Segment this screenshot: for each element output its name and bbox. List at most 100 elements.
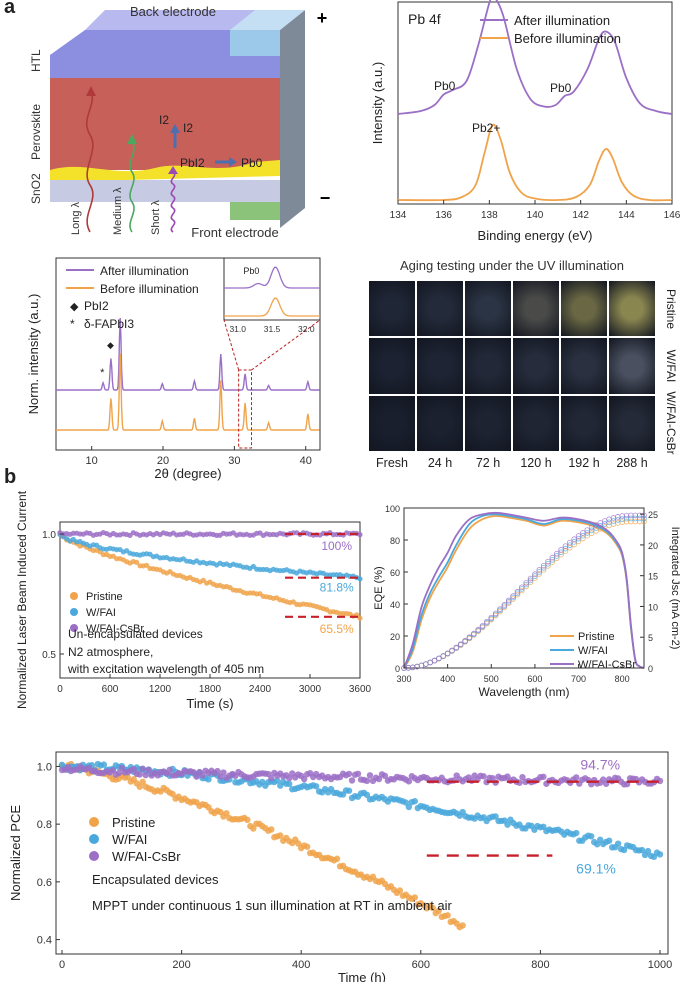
eqe-y2tick-label: 10 <box>648 602 658 612</box>
mppt-point <box>333 855 341 862</box>
lbic-xtick-label: 1800 <box>199 684 222 695</box>
eqe-ytick-label: 40 <box>390 600 400 610</box>
xps-series-line <box>397 123 673 202</box>
lbic-ylabel: Normalized Laser Beam Induced Current <box>15 490 29 709</box>
mppt-legend-label: W/FAI <box>112 832 147 847</box>
eqe-jsc-point <box>632 518 639 525</box>
eqe-jsc-point <box>580 532 586 539</box>
aging-col-label: 72 h <box>475 456 501 470</box>
mppt-note-2: MPPT under continuous 1 sun illumination… <box>92 898 453 913</box>
mppt-point <box>244 816 251 824</box>
eqe-jsc-point <box>501 602 508 608</box>
xrd-ylabel: Norm. intensity (a.u.) <box>26 294 41 415</box>
mppt-point <box>286 780 293 788</box>
eqe-jsc-point <box>632 515 639 522</box>
eqe-y2label: Integrated Jsc (mA cm-2) <box>669 527 681 650</box>
eqe-xlabel: Wavelength (nm) <box>479 685 570 699</box>
aging-photo-cell <box>369 281 415 337</box>
xrd-pbi2-legend: PbI2 <box>84 299 109 313</box>
mppt-point <box>492 813 499 820</box>
eqe-series-line <box>403 511 645 669</box>
eqe-jsc-point <box>514 588 521 595</box>
pbi2-label: PbI2 <box>180 156 205 170</box>
long-wavelength-light <box>85 91 94 233</box>
arrow-head <box>229 157 237 167</box>
eqe-jsc-point <box>475 626 481 633</box>
aging-photo-cell <box>513 395 559 451</box>
lbic-point <box>357 615 363 621</box>
lbic-point <box>357 532 363 538</box>
mppt-point <box>199 772 206 779</box>
xps-legend-label: After illumination <box>514 13 610 28</box>
eqe-jsc-point <box>580 530 586 536</box>
xrd-xtick-label: 10 <box>86 455 98 467</box>
mppt-ytick-label: 1.0 <box>37 761 52 773</box>
xps-xtick-label: 142 <box>572 210 589 221</box>
eqe-xtick-label: 300 <box>396 674 411 684</box>
xps-pb2-label: Pb2+ <box>472 121 500 135</box>
eqe-jsc-point <box>615 514 621 520</box>
eqe-ylabel: EQE (%) <box>373 566 385 609</box>
eqe-xtick-label: 600 <box>527 674 542 684</box>
mppt-point <box>274 777 281 784</box>
mppt-xtick-label: 1000 <box>648 959 672 971</box>
mppt-legend-label: W/FAI-CsBr <box>112 849 181 864</box>
aging-col-label: 120 h <box>520 456 552 470</box>
aging-photo-cell <box>609 281 655 337</box>
xps-title: Pb 4f <box>408 11 441 27</box>
lbic-legend-label: W/FAI <box>86 607 116 619</box>
eqe-jsc-point <box>623 518 630 525</box>
aging-col-label: 288 h <box>616 456 648 470</box>
mppt-point <box>139 765 146 772</box>
aging-photo-cell <box>561 338 607 394</box>
eqe-jsc-point <box>584 530 591 536</box>
eqe-jsc-point <box>632 512 639 519</box>
eqe-jsc-point <box>466 634 473 641</box>
front-electrode <box>230 202 280 220</box>
aging-title: Aging testing under the UV illumination <box>399 258 625 273</box>
eqe-jsc-point <box>553 550 560 557</box>
xps-chart: 134 136 138 140 142 144 146 Binding energy (eV)… <box>370 0 681 243</box>
aging-col-labels: Fresh 24 h 72 h 120 h 192 h 288 h <box>368 456 656 472</box>
mppt-point <box>115 769 123 777</box>
lbic-xtick-label: 1200 <box>149 684 172 695</box>
eqe-jsc-point <box>471 630 477 637</box>
mppt-point <box>166 766 173 774</box>
eqe-jsc-point <box>444 650 451 657</box>
htl-layer <box>50 30 280 78</box>
eqe-jsc-point <box>580 535 586 542</box>
xrd-inset-line <box>224 297 320 317</box>
mppt-point <box>444 912 451 919</box>
eqe-jsc-point <box>623 515 630 522</box>
lbic-annotation: 81.8% <box>320 581 354 595</box>
eqe-jsc-point <box>488 614 495 621</box>
eqe-y2tick-label: 15 <box>648 572 658 582</box>
aging-photo-cell <box>561 395 607 451</box>
xrd-xlabel: 2θ (degree) <box>154 466 221 481</box>
mppt-point <box>638 846 646 854</box>
xrd-dfapbi3-legend: δ-FAPbI3 <box>84 317 134 331</box>
eqe-jsc-point <box>636 518 643 525</box>
mppt-point <box>214 767 221 775</box>
back-electrode <box>230 30 280 56</box>
eqe-y2tick-label: 25 <box>648 510 658 520</box>
mppt-point <box>504 821 511 828</box>
eqe-jsc-point <box>567 539 573 546</box>
lbic-legend-swatch <box>70 592 78 600</box>
eqe-jsc-point <box>479 622 486 629</box>
aging-photo-cell <box>369 338 415 394</box>
mppt-point <box>169 790 176 798</box>
eqe-chart: 300 400 500 600 700 800 0 20 40 60 80 100 0 5 10 15 20 25… <box>373 504 681 699</box>
aging-photo-cell <box>465 338 511 394</box>
xrd-legend-label: Before illumination <box>100 282 199 296</box>
lbic-point <box>357 576 363 582</box>
mppt-legend-swatch <box>89 834 99 844</box>
mppt-point <box>381 772 389 780</box>
xps-series-line <box>397 0 673 115</box>
eqe-jsc-point <box>571 536 577 543</box>
lbic-xtick-label: 0 <box>57 684 63 695</box>
mppt-point <box>345 787 353 794</box>
mppt-point <box>411 894 419 901</box>
mppt-point <box>312 783 320 790</box>
mppt-point <box>277 832 284 839</box>
